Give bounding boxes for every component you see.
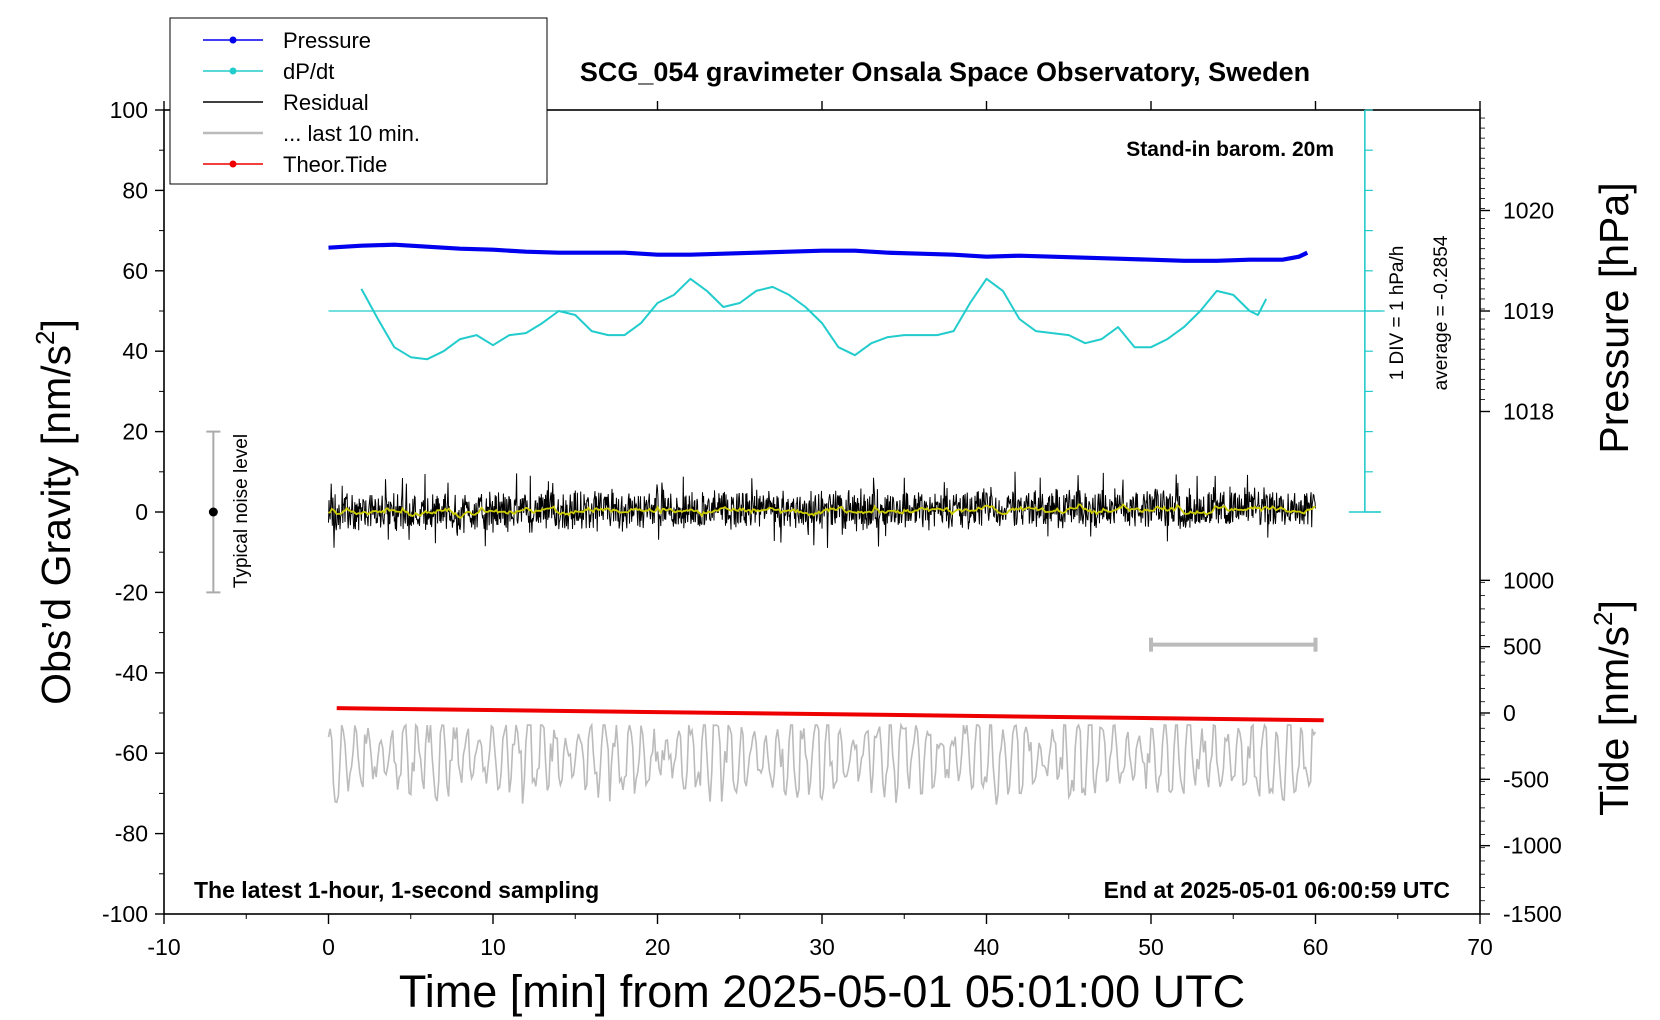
pressure-series-line bbox=[328, 242, 1309, 263]
y-tick-label: 100 bbox=[110, 97, 148, 123]
legend-items: Pressure dP/dt Residual ... last 10 min. The… bbox=[203, 28, 420, 177]
average-label: average = -0.2854 bbox=[1431, 235, 1452, 390]
pressure-tick-label: 1020 bbox=[1503, 198, 1554, 224]
chart-title: SCG_054 gravimeter Onsala Space Observat… bbox=[580, 57, 1310, 87]
barometer-note: Stand-in barom. 20m bbox=[1126, 138, 1334, 161]
y-tick-label: -60 bbox=[115, 740, 148, 766]
pressure-tick-label: 1019 bbox=[1503, 298, 1554, 324]
tide-tick-label: 1000 bbox=[1503, 567, 1554, 593]
legend-frame bbox=[169, 17, 548, 185]
y-tick-label: -40 bbox=[115, 660, 148, 686]
axes-layer: -10 0 10 20 30 40 50 60 70100806040200-20-40-60-… bbox=[102, 97, 1562, 960]
tide-tick-label: -500 bbox=[1503, 766, 1549, 792]
legend-marker bbox=[229, 160, 237, 168]
y-tick-label: -80 bbox=[115, 821, 148, 847]
legend-label: Pressure bbox=[283, 28, 371, 53]
legend-marker bbox=[229, 36, 237, 44]
x-tick-label: 40 bbox=[974, 934, 1000, 960]
residual-smoothed-line bbox=[328, 503, 1316, 519]
x-tick-label: 30 bbox=[809, 934, 835, 960]
noise-bar-center bbox=[208, 507, 218, 517]
tide-tick-label: 500 bbox=[1503, 634, 1541, 660]
series-layer bbox=[206, 242, 1385, 805]
x-axis-label: Time [min] from 2025-05-01 05:01:00 UTC bbox=[399, 966, 1245, 1017]
x-tick-label: 60 bbox=[1303, 934, 1329, 960]
y-tick-label: -100 bbox=[102, 901, 148, 927]
legend: Pressure dP/dt Residual ... last 10 min. The… bbox=[169, 17, 548, 185]
tide-series-line bbox=[336, 706, 1324, 723]
legend-label: Theor.Tide bbox=[283, 152, 387, 177]
y-tick-label: 60 bbox=[122, 258, 148, 284]
y-tick-label: 80 bbox=[122, 177, 148, 203]
x-tick-label: 50 bbox=[1138, 934, 1164, 960]
bottom-right-note: End at 2025-05-01 06:00:59 UTC bbox=[1104, 877, 1450, 903]
noise-label: Typical noise level bbox=[231, 434, 252, 588]
y-axis-label-left-main: Obs’d Gravity [nm/s bbox=[33, 345, 79, 705]
y-axis-label-left: Obs’d Gravity [nm/s2] bbox=[30, 319, 79, 705]
x-tick-label: 70 bbox=[1467, 934, 1493, 960]
pressure-tick-label: 1018 bbox=[1503, 399, 1554, 425]
last10-series-line bbox=[327, 722, 1317, 805]
y-axis-label-left-sup: 2 bbox=[30, 330, 60, 344]
tide-axis-label-sup: 2 bbox=[1588, 612, 1618, 626]
tide-axis-label: Tide [nm/s2] bbox=[1588, 600, 1637, 816]
tide-tick-label: -1000 bbox=[1503, 833, 1562, 859]
x-tick-label: 0 bbox=[322, 934, 335, 960]
y-tick-label: 20 bbox=[122, 419, 148, 445]
y-axis-label-left-close: ] bbox=[33, 319, 79, 330]
x-tick-label: 10 bbox=[480, 934, 506, 960]
tide-tick-label: -1500 bbox=[1503, 901, 1562, 927]
x-tick-label: 20 bbox=[645, 934, 671, 960]
bottom-left-note: The latest 1-hour, 1-second sampling bbox=[194, 877, 599, 903]
legend-label: Residual bbox=[283, 90, 369, 115]
legend-label: ... last 10 min. bbox=[283, 121, 420, 146]
y-tick-label: 0 bbox=[135, 499, 148, 525]
div-label: 1 DIV = 1 hPa/h bbox=[1387, 246, 1408, 381]
tide-tick-label: 0 bbox=[1503, 700, 1516, 726]
dpdt-series-line bbox=[360, 277, 1268, 361]
legend-marker bbox=[229, 67, 237, 75]
x-tick-label: -10 bbox=[147, 934, 180, 960]
tide-axis-label-main: Tide [nm/s bbox=[1591, 626, 1637, 816]
y-tick-label: 40 bbox=[122, 338, 148, 364]
tide-axis-label-close: ] bbox=[1591, 600, 1637, 611]
legend-label: dP/dt bbox=[283, 59, 334, 84]
pressure-axis-label: Pressure [hPa] bbox=[1591, 182, 1637, 453]
y-tick-label: -20 bbox=[115, 579, 148, 605]
residual-series-line bbox=[328, 471, 1316, 548]
